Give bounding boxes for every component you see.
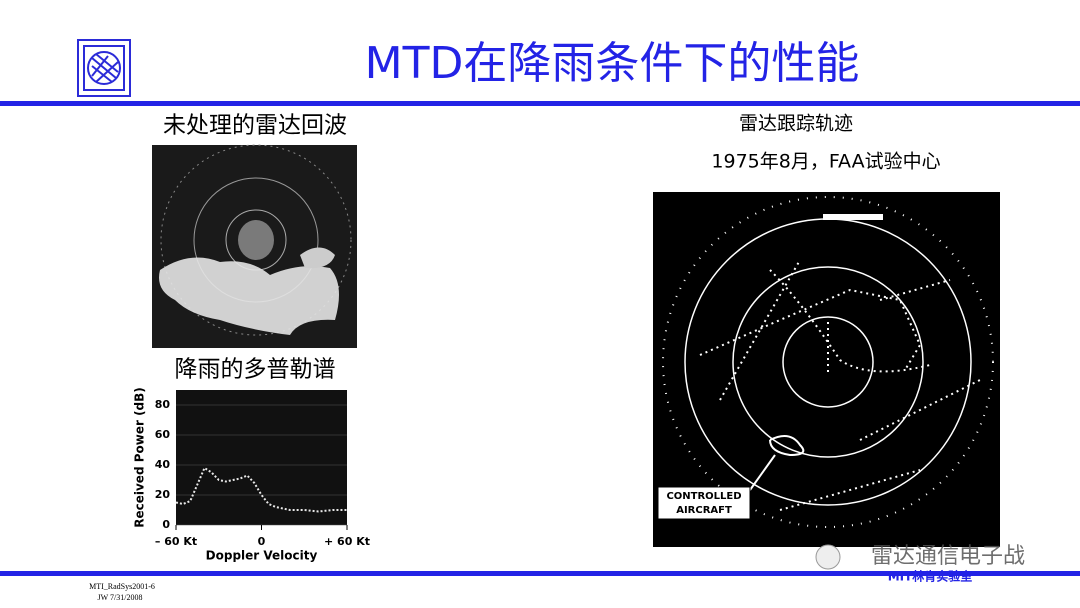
- doc-id: MTI_RadSys2001-6: [89, 582, 155, 591]
- doppler-plot: 0 20 40 60 80 – 60 Kt 0 + 60 Kt Doppler Velocity…: [133, 387, 370, 562]
- y-tick-label: 0: [162, 518, 170, 531]
- watermark-icon: [815, 544, 841, 570]
- aircraft-label-box: [657, 486, 751, 520]
- echo-caption: 未处理的雷达回波: [163, 113, 347, 139]
- aircraft-label: CONTROLLED: [666, 491, 741, 502]
- watermark: 雷达通信电子战: [871, 544, 1025, 569]
- slide-title: MTD在降雨条件下的性能: [365, 38, 860, 89]
- aircraft-label: AIRCRAFT: [676, 505, 732, 516]
- y-axis-label: Received Power (dB): [133, 387, 147, 528]
- track-subcaption: 1975年8月，FAA试验中心: [711, 151, 940, 173]
- footer-rule: [0, 571, 1080, 576]
- track-caption: 雷达跟踪轨迹: [739, 113, 853, 135]
- header-rule: [0, 101, 1080, 106]
- y-tick-label: 40: [155, 458, 171, 471]
- lab-name: MIT林肯实验室: [888, 569, 973, 584]
- logo: [77, 39, 131, 97]
- y-tick-label: 20: [155, 488, 171, 501]
- y-tick-label: 80: [155, 398, 171, 411]
- y-tick-label: 60: [155, 428, 171, 441]
- x-tick-label: – 60 Kt: [155, 535, 197, 548]
- echo-photo: [152, 144, 357, 348]
- x-tick-label: 0: [258, 535, 266, 548]
- spectrum-caption: 降雨的多普勒谱: [175, 357, 336, 383]
- plot-area: [176, 390, 347, 525]
- x-tick-label: + 60 Kt: [324, 535, 370, 548]
- author-date: JW 7/31/2008: [98, 593, 143, 602]
- x-axis-label: Doppler Velocity: [206, 549, 318, 563]
